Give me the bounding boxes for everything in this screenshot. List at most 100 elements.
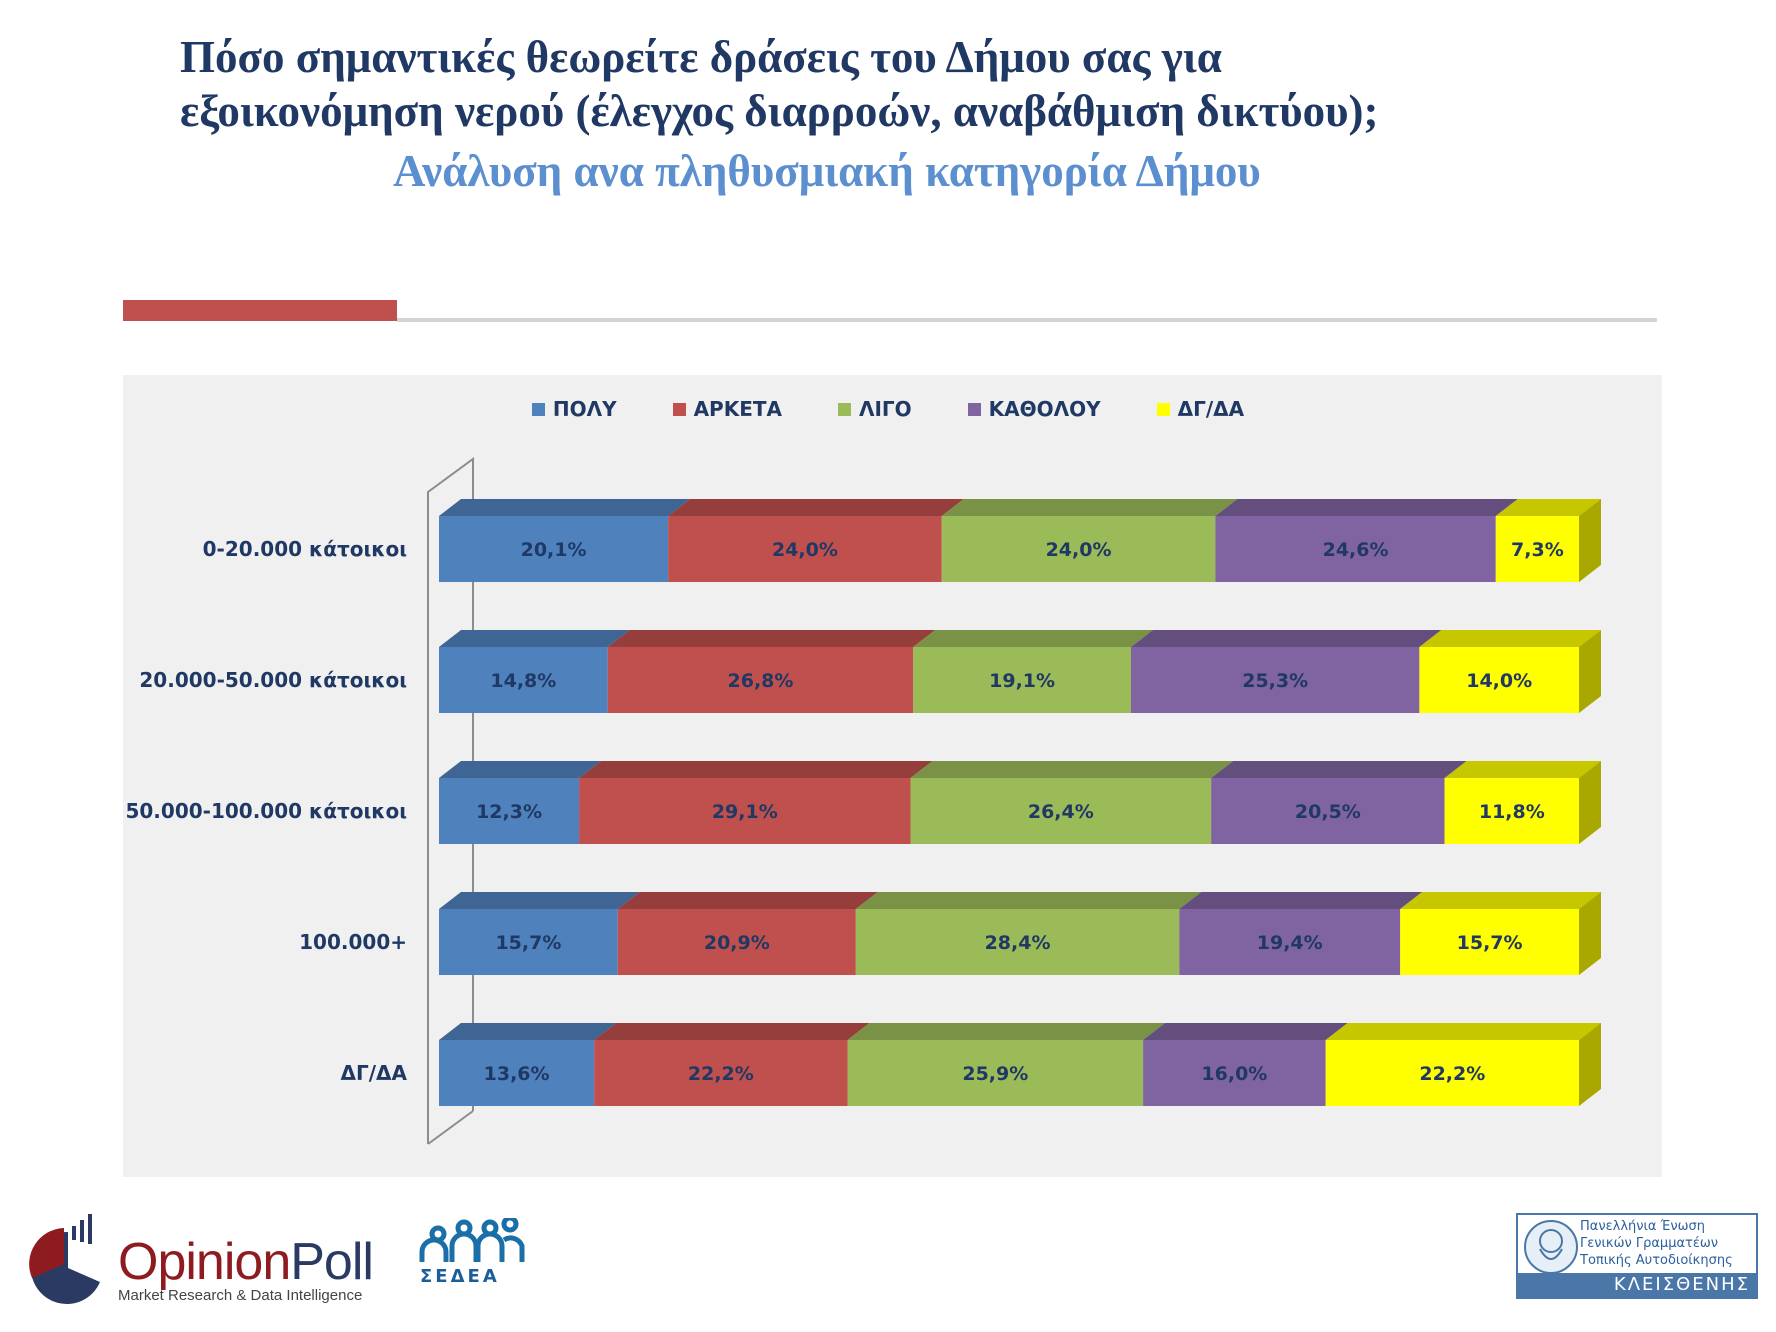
bar-segment [439, 778, 580, 844]
legend-item: ΠΟΛΥ [531, 397, 617, 421]
bar-segment-top [1215, 499, 1518, 516]
bar-segment [1495, 516, 1579, 582]
bar-segment [594, 1040, 848, 1106]
bar-segment [668, 516, 942, 582]
opinionpoll-tagline: Market Research & Data Intelligence [118, 1287, 363, 1304]
bar-segment-top [579, 761, 933, 778]
bar-segment-top [1325, 1023, 1601, 1040]
bar-segment [617, 909, 856, 975]
legend-swatch [1156, 402, 1170, 416]
axis-wall-base [427, 1110, 474, 1145]
bar-segment-top [439, 761, 602, 778]
legend-swatch [838, 402, 851, 416]
bar-segment-top [1400, 892, 1601, 909]
legend-label: ΛΙΓΟ [859, 397, 912, 421]
bar-segment-top [607, 630, 936, 647]
data-label: 16,0% [1201, 1063, 1267, 1085]
data-label: 19,4% [1257, 932, 1323, 954]
category-label: 50.000-100.000 κάτοικοι [125, 799, 407, 823]
chart-legend: ΠΟΛΥ ΑΡΚΕΤΑ ΛΙΓΟ ΚΑΘΟΛΟΥ ΔΓ/ΔΑ [0, 397, 1776, 421]
bar-segment [1215, 516, 1496, 582]
legend-item: ΔΓ/ΔΑ [1156, 397, 1245, 421]
data-label: 20,5% [1295, 801, 1361, 823]
category-label: 20.000-50.000 κάτοικοι [139, 668, 407, 692]
slide-title: Πόσο σημαντικές θεωρείτε δράσεις του Δήμ… [180, 30, 1580, 198]
bar-segment [579, 778, 911, 844]
bar-segment-top [439, 499, 691, 516]
data-label: 24,0% [1046, 539, 1112, 561]
legend-swatch [672, 402, 686, 416]
data-label: 7,3% [1511, 539, 1564, 561]
bar-segment-side [1579, 892, 1601, 975]
bar-segment-top [439, 630, 630, 647]
bar-segment [855, 909, 1180, 975]
legend-label: ΠΟΛΥ [552, 397, 617, 421]
bar-segment-top [439, 892, 640, 909]
category-label: ΔΓ/ΔΑ [340, 1061, 407, 1085]
people-group-icon [419, 1218, 525, 1262]
kleisthenis-line-1: Πανελλήνια Ένωση [1580, 1219, 1705, 1234]
bar-segment [439, 909, 618, 975]
category-label: 100.000+ [299, 930, 407, 954]
opinionpoll-wordmark: OpinionPoll [118, 1233, 374, 1291]
bar-segment [439, 1040, 595, 1106]
bar-segment [439, 647, 608, 713]
bar-segment [847, 1040, 1144, 1106]
bar-segment-top [847, 1023, 1166, 1040]
bar-segment [1400, 909, 1579, 975]
legend-swatch [531, 402, 545, 416]
bar-segment [910, 778, 1212, 844]
kleisthenis-line-3: Τοπικής Αυτοδιοίκησης [1580, 1253, 1733, 1268]
bar-segment-side [1579, 761, 1601, 844]
bar-segment-top [1495, 499, 1601, 516]
data-label: 25,3% [1242, 670, 1308, 692]
bar-segment [1444, 778, 1579, 844]
kleisthenis-line-2: Γενικών Γραμματέων [1580, 1236, 1719, 1251]
data-label: 19,1% [989, 670, 1055, 692]
data-label: 25,9% [962, 1063, 1028, 1085]
data-label: 13,6% [484, 1063, 550, 1085]
legend-item: ΛΙΓΟ [838, 397, 912, 421]
legend-item: ΑΡΚΕΤΑ [672, 397, 782, 421]
bar-segment [1179, 909, 1401, 975]
subtitle: Ανάλυση ανα πληθυσμιακή κατηγορία Δήμου [393, 146, 1261, 196]
bar-segment-top [913, 630, 1153, 647]
legend-swatch [967, 402, 981, 416]
bar-segment [1143, 1040, 1326, 1106]
bar-segment-top [1143, 1023, 1348, 1040]
bar-segment-top [910, 761, 1234, 778]
data-label: 26,8% [728, 670, 794, 692]
legend-label: ΑΡΚΕΤΑ [693, 397, 782, 421]
data-label: 11,8% [1479, 801, 1545, 823]
bar-segment [1130, 647, 1420, 713]
sedea-wordmark: ΣΕΔΕΑ [420, 1266, 500, 1287]
kleisthenis-logo: Πανελλήνια Ένωση Γενικών Γραμματέων Τοπι… [1516, 1213, 1758, 1299]
bar-segment-side [1579, 499, 1601, 582]
data-label: 12,3% [476, 801, 542, 823]
data-label: 29,1% [712, 801, 778, 823]
title-line-1: Πόσο σημαντικές θεωρείτε δράσεις του Δήμ… [180, 32, 1222, 82]
bar-segment-side [1579, 1023, 1601, 1106]
pie-chart-logo-icon [29, 1214, 100, 1304]
bar-segment [607, 647, 914, 713]
bar-segment-top [668, 499, 964, 516]
title-line-2: εξοικονόμηση νερού (έλεγχος διαρροών, αν… [180, 86, 1379, 136]
bar-segment-top [1211, 761, 1467, 778]
bust-portrait-icon [1524, 1220, 1578, 1274]
bar-segment [913, 647, 1131, 713]
bar-segment-top [594, 1023, 870, 1040]
legend-label: ΔΓ/ΔΑ [1177, 397, 1245, 421]
legend-item: ΚΑΘΟΛΟΥ [967, 397, 1101, 421]
data-label: 20,9% [704, 932, 770, 954]
data-label: 26,4% [1028, 801, 1094, 823]
bar-segment-side [1579, 630, 1601, 713]
bar-segment-top [1444, 761, 1601, 778]
bar-segment-top [1130, 630, 1442, 647]
bar-segment [1419, 647, 1579, 713]
bar-segment-top [1179, 892, 1423, 909]
divider-rule [397, 318, 1657, 322]
bar-segment-top [439, 1023, 617, 1040]
accent-bar [123, 300, 397, 321]
bar-segment-top [617, 892, 878, 909]
